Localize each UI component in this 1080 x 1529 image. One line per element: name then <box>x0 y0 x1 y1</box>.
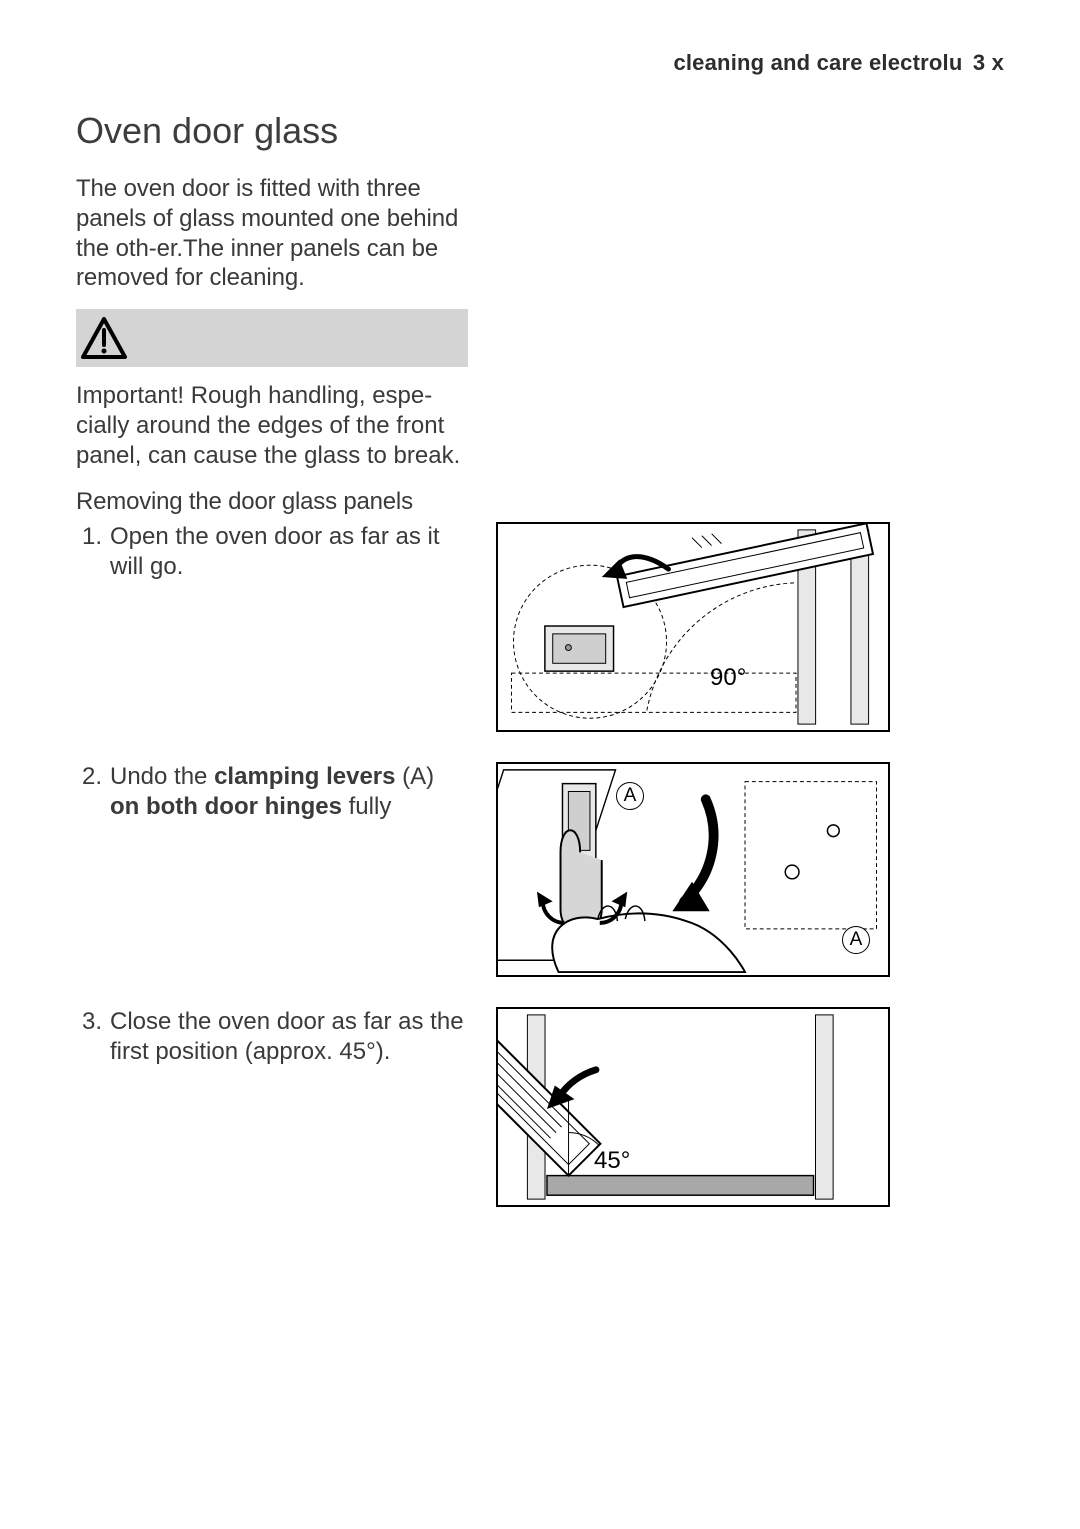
diagram-90deg: 90° <box>496 522 890 732</box>
section-title: Oven door glass <box>76 110 1004 152</box>
step-text: Open the oven door as far as it will go. <box>110 522 468 582</box>
step-1: 1. Open the oven door as far as it will … <box>76 522 468 582</box>
step-number: 3. <box>76 1007 104 1067</box>
page-number: 3 <box>973 50 985 75</box>
angle-label-90: 90° <box>710 664 746 692</box>
angle-label-45: 45° <box>594 1147 630 1175</box>
warning-triangle-icon <box>80 314 128 362</box>
intro-paragraph: The oven door is fitted with three panel… <box>76 174 468 293</box>
diagram-45deg: 45° <box>496 1007 890 1207</box>
step-3-row: 3. Close the oven door as far as the fir… <box>76 1007 1004 1207</box>
step-2: 2. Undo the clamping levers (A) on both … <box>76 762 468 822</box>
warning-text: Important! Rough handling, espe-cially a… <box>76 381 468 470</box>
step-number: 2. <box>76 762 104 822</box>
warning-banner <box>76 309 468 367</box>
page-header: cleaning and care electrolu 3 x <box>76 50 1004 76</box>
step-3: 3. Close the oven door as far as the fir… <box>76 1007 468 1067</box>
subheading: Removing the door glass panels <box>76 488 468 516</box>
step-text: Undo the clamping levers (A) on both doo… <box>110 762 468 822</box>
step-text: Close the oven door as far as the first … <box>110 1007 468 1067</box>
step-number: 1. <box>76 522 104 582</box>
step-1-row: 1. Open the oven door as far as it will … <box>76 522 1004 732</box>
diagram-levers: A A <box>496 762 890 977</box>
step-2-row: 2. Undo the clamping levers (A) on both … <box>76 762 1004 977</box>
manual-page: cleaning and care electrolu 3 x Oven doo… <box>0 0 1080 1529</box>
breadcrumb: cleaning and care electrolu <box>673 50 962 75</box>
